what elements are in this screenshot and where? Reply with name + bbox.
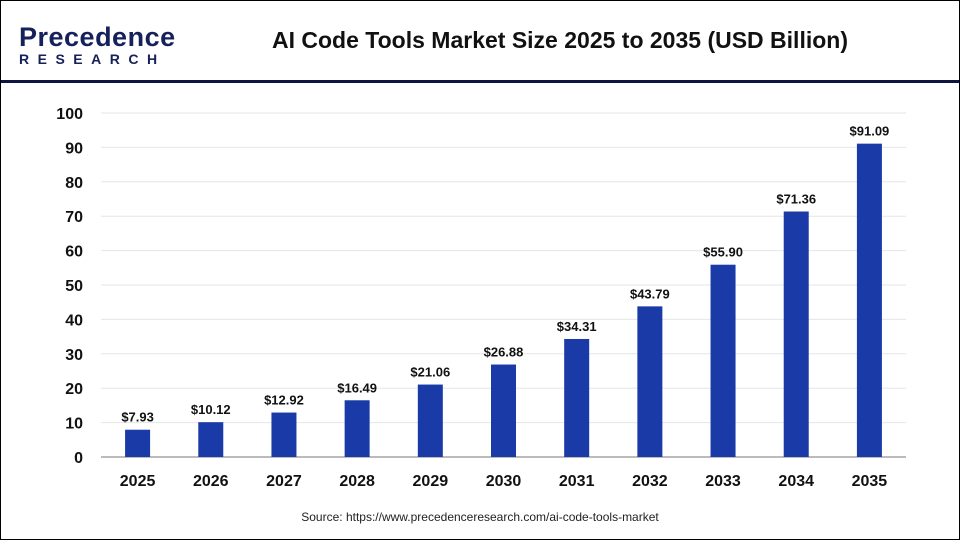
bar-2028	[344, 400, 370, 457]
x-tick-label: 2030	[486, 473, 522, 490]
bar-2030	[491, 364, 516, 457]
y-tick-label: 70	[65, 209, 83, 226]
logo-line2: RESEARCH	[19, 51, 166, 67]
header: Precedence RESEARCH AI Code Tools Market…	[1, 1, 959, 83]
y-tick-label: 80	[65, 175, 83, 192]
data-label: $26.88	[484, 345, 524, 360]
x-tick-label: 2033	[705, 473, 741, 490]
data-label: $71.36	[776, 192, 816, 207]
data-label: $16.49	[337, 380, 377, 395]
x-tick-label: 2035	[852, 473, 888, 490]
y-tick-label: 60	[65, 244, 83, 261]
x-tick-label: 2034	[778, 473, 814, 490]
data-label: $55.90	[703, 245, 743, 260]
data-label: $12.92	[264, 393, 304, 408]
data-label: $21.06	[410, 365, 450, 380]
brand-logo: Precedence RESEARCH	[19, 23, 176, 66]
data-label: $7.93	[121, 410, 154, 425]
y-tick-label: 10	[65, 416, 83, 433]
bar-2026	[198, 422, 224, 457]
bar-2034	[783, 211, 809, 457]
data-label: $43.79	[630, 286, 670, 301]
bar-2029	[417, 384, 443, 457]
bar-2027	[271, 412, 297, 457]
logo-line1: Precedence	[19, 22, 176, 52]
x-tick-label: 2029	[413, 473, 449, 490]
y-tick-label: 40	[65, 312, 83, 329]
source-note: Source: https://www.precedenceresearch.c…	[301, 510, 659, 524]
x-tick-label: 2026	[193, 473, 229, 490]
bar-2031	[564, 338, 590, 457]
y-tick-label: 90	[65, 140, 83, 157]
x-tick-label: 2031	[559, 473, 595, 490]
chart-title: AI Code Tools Market Size 2025 to 2035 (…	[272, 27, 848, 53]
y-tick-label: 50	[65, 278, 83, 295]
data-label: $34.31	[557, 319, 597, 334]
x-tick-label: 2025	[120, 473, 156, 490]
data-label: $91.09	[850, 124, 890, 139]
y-tick-label: 30	[65, 347, 83, 364]
bar-2035	[856, 143, 882, 458]
x-tick-label: 2027	[266, 473, 302, 490]
data-label: $10.12	[191, 402, 231, 417]
y-tick-label: 20	[65, 381, 83, 398]
x-tick-label: 2032	[632, 473, 668, 490]
y-tick-label: 100	[56, 106, 83, 123]
bar-2025	[125, 429, 151, 457]
bar-2033	[710, 264, 736, 457]
y-tick-label: 0	[74, 450, 83, 467]
bar-2032	[637, 306, 663, 457]
x-tick-label: 2028	[339, 473, 375, 490]
